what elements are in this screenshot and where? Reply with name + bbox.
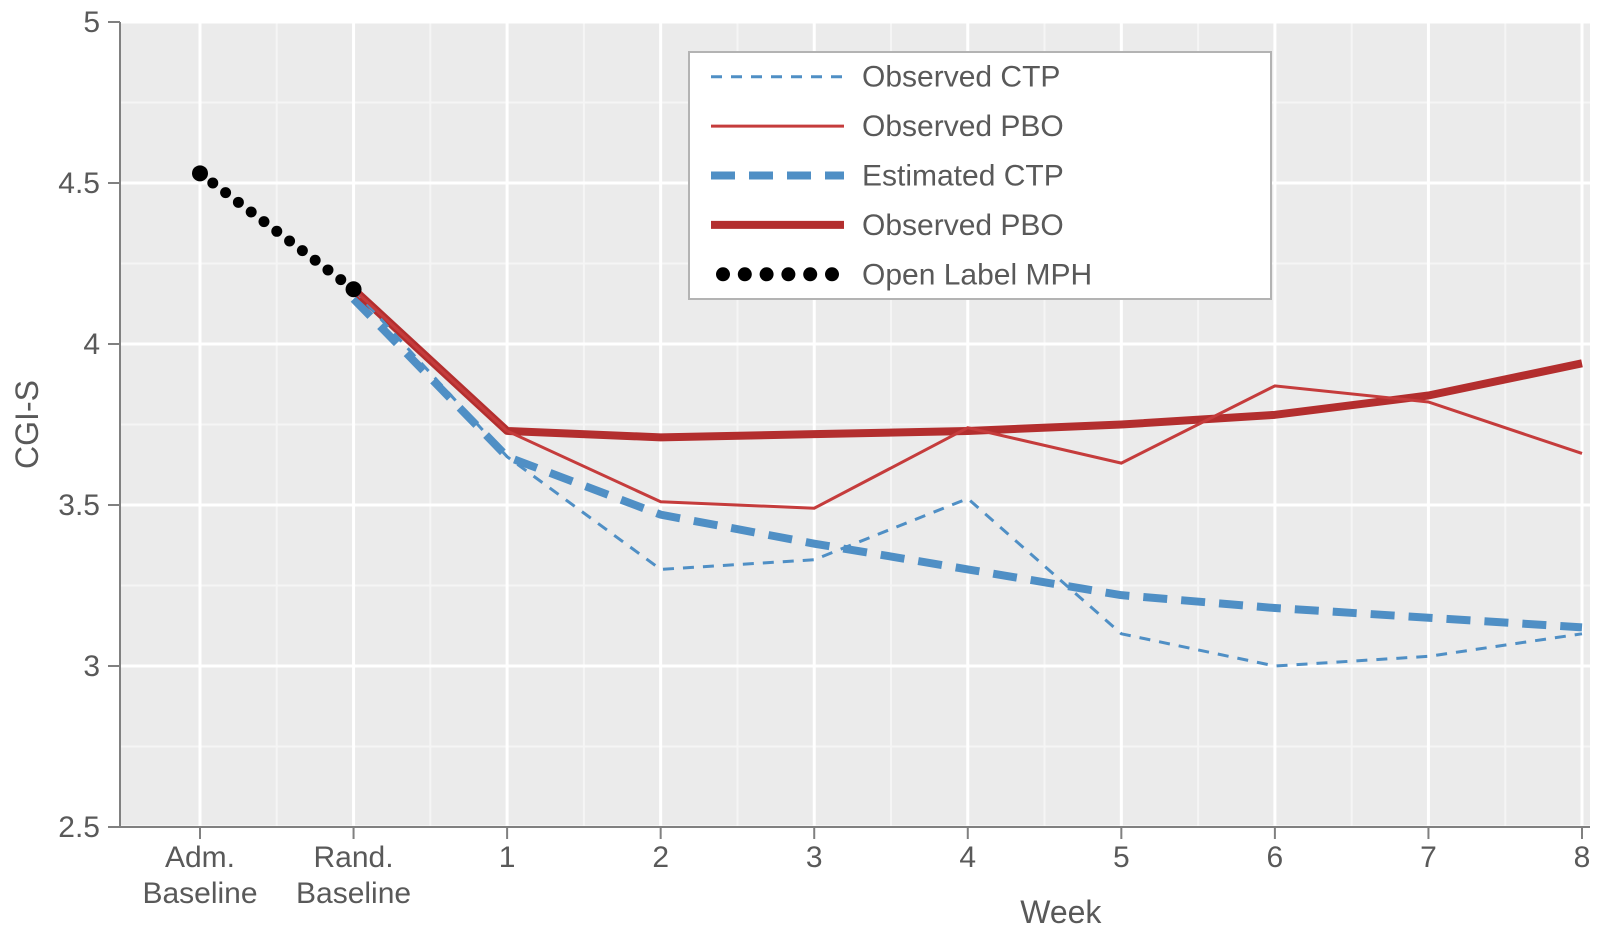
svg-text:3: 3 — [806, 841, 823, 874]
svg-text:2: 2 — [652, 841, 669, 874]
svg-text:1: 1 — [499, 841, 516, 874]
svg-text:2.5: 2.5 — [58, 811, 100, 844]
svg-text:Observed PBO: Observed PBO — [862, 110, 1064, 143]
svg-text:4: 4 — [83, 328, 100, 361]
svg-text:7: 7 — [1420, 841, 1437, 874]
chart-svg: 2.5 3 3.5 4 4.5 5 Adm.Baseline Rand.Baseline 1 2 3… — [0, 0, 1598, 935]
svg-text:Observed CTP: Observed CTP — [862, 61, 1060, 94]
svg-text:8: 8 — [1574, 841, 1591, 874]
svg-text:5: 5 — [1113, 841, 1130, 874]
svg-text:5: 5 — [83, 6, 100, 39]
svg-text:3.5: 3.5 — [58, 489, 100, 522]
svg-text:Observed PBO: Observed PBO — [862, 209, 1064, 242]
svg-text:Rand.Baseline: Rand.Baseline — [296, 841, 411, 910]
svg-text:Adm.Baseline: Adm.Baseline — [142, 841, 257, 910]
svg-text:4: 4 — [959, 841, 976, 874]
svg-text:Open Label MPH: Open Label MPH — [862, 258, 1092, 291]
svg-text:4.5: 4.5 — [58, 167, 100, 200]
svg-text:3: 3 — [83, 650, 100, 683]
svg-text:6: 6 — [1267, 841, 1284, 874]
cgi-s-chart: 2.5 3 3.5 4 4.5 5 Adm.Baseline Rand.Baseline 1 2 3… — [0, 0, 1598, 935]
svg-text:Week: Week — [1020, 894, 1102, 930]
svg-text:Estimated CTP: Estimated CTP — [862, 160, 1064, 193]
svg-text:CGI-S: CGI-S — [9, 380, 45, 469]
